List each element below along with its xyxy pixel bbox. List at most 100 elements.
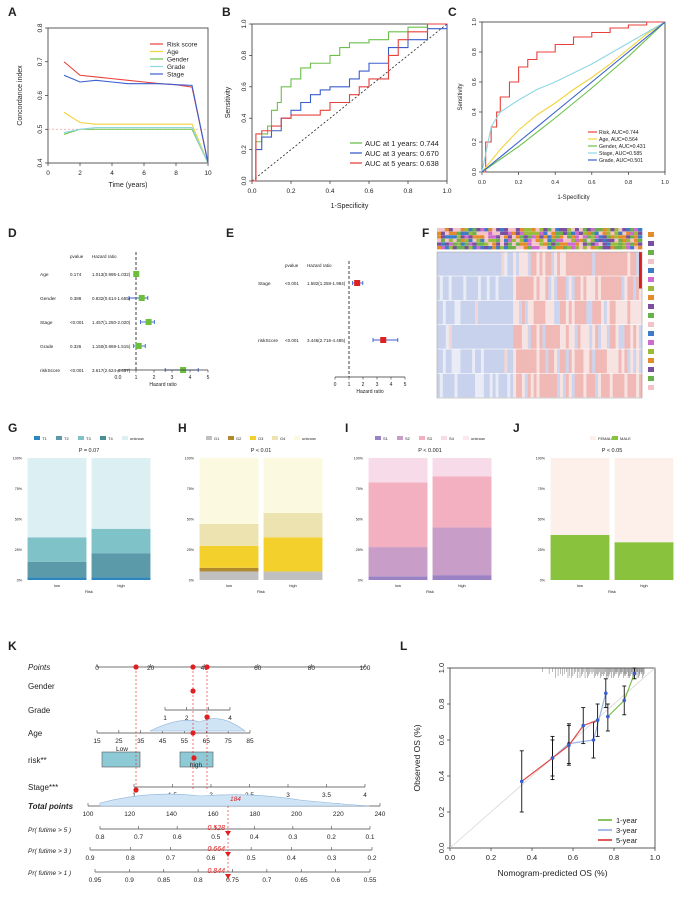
heatmap-cell: [571, 252, 575, 276]
heatmap-annotation-cell: [571, 246, 576, 250]
heatmap-annotation-cell: [464, 231, 469, 235]
heatmap-cell: [557, 276, 561, 301]
heatmap-cell: [586, 349, 590, 374]
heatmap-cell: [457, 276, 461, 301]
heatmap-cell: [437, 300, 441, 325]
nomogram-total-marker: 184: [230, 796, 241, 803]
heatmap-annotation-cell: [511, 235, 517, 239]
heatmap-cell: [501, 276, 505, 301]
legend-label: 5-year: [616, 836, 638, 845]
heatmap-cell: [589, 373, 593, 398]
heatmap-annotation-cell: [559, 231, 564, 235]
heatmap-cell: [580, 373, 584, 398]
heatmap-cell: [609, 349, 614, 374]
forest-tick-label: 0: [334, 382, 337, 388]
y-tick-label: 75%: [187, 487, 195, 491]
legend-swatch: [56, 436, 62, 440]
heatmap-cell: [612, 300, 616, 325]
category-label: low: [226, 583, 232, 588]
panel-j-gender-bars: P < 0.05 FEMALE MALE low high Risk 0% 25% 50% 75%…: [536, 436, 674, 594]
nomogram-tick-label: 240: [375, 811, 386, 818]
heatmap-cell: [524, 373, 529, 398]
heatmap-legend-key: [648, 313, 654, 318]
heatmap-cell: [592, 373, 596, 398]
heatmap-cell: [516, 276, 520, 301]
heatmap-annotation-cell: [496, 235, 501, 239]
heatmap-cell: [513, 300, 517, 325]
heatmap-cell: [577, 349, 581, 374]
heatmap-annotation-cell: [496, 242, 501, 246]
heatmap-cell: [454, 325, 458, 349]
heatmap-cell: [624, 276, 628, 301]
legend-swatch: [463, 436, 469, 440]
heatmap-cell: [548, 373, 552, 398]
x-tick-label: 1.0: [661, 180, 669, 186]
panel-k-nomogram: Points 0 20 40 60 80 100 Gender Grade 1 2 3 4 Age 15 25…: [28, 663, 386, 884]
panel-letter-d: D: [8, 226, 17, 240]
heatmap-cell: [542, 252, 546, 276]
heatmap-annotation-cell: [504, 235, 509, 239]
heatmap-annotation-cell: [456, 242, 461, 246]
heatmap-cell: [480, 349, 485, 374]
panel-letter-c: C: [448, 5, 457, 19]
heatmap-annotation-cell: [507, 238, 513, 243]
heatmap-annotation-cell: [519, 242, 525, 246]
x-tick-label: 0.2: [286, 188, 295, 195]
heatmap-cell: [442, 252, 447, 276]
heatmap-annotation-cell: [551, 231, 556, 235]
heatmap-cell: [551, 252, 555, 276]
heatmap-cell: [615, 300, 619, 325]
heatmap-annotation-cell: [448, 242, 454, 246]
heatmap-cell: [554, 373, 558, 398]
legend-swatch: [250, 436, 256, 440]
forest-pvalue: <0.001: [70, 320, 84, 325]
heatmap-cell: [557, 373, 561, 398]
heatmap-annotation-cell: [504, 228, 509, 232]
heatmap-cell: [457, 349, 461, 374]
nomogram-tick-label: 0.1: [365, 834, 374, 841]
nomogram-tick-label: 0.55: [364, 877, 377, 884]
y-tick-label: 0.6: [472, 78, 478, 86]
heatmap-cell: [621, 252, 625, 276]
heatmap-cell: [516, 349, 520, 374]
x-axis-label: Risk: [257, 589, 265, 594]
heatmap-annotation-cell: [602, 228, 607, 232]
legend-label: AUC at 1 years: 0.744: [365, 139, 439, 148]
heatmap-cell: [586, 252, 590, 276]
nomogram-tick-label: 80: [308, 665, 316, 672]
heatmap-cell: [618, 276, 622, 301]
heatmap-annotation-cell: [578, 231, 584, 235]
heatmap-cell: [589, 300, 593, 325]
heatmap-cell: [457, 252, 461, 276]
heatmap-annotation-cell: [456, 235, 461, 239]
heatmap-cell: [489, 300, 493, 325]
heatmap-cell: [533, 349, 537, 374]
heatmap-annotation-cell: [448, 235, 454, 239]
heatmap-cell: [521, 252, 526, 276]
forest-hr-text: 1.150(0.869-1.515): [92, 344, 131, 349]
nomogram-tick-label: 85: [246, 738, 254, 745]
roc-curve: [252, 23, 447, 182]
heatmap-cell: [527, 325, 532, 349]
heatmap-cell: [568, 300, 573, 325]
heatmap-cell: [507, 349, 511, 374]
nomogram-tick-label: 0.75: [226, 877, 239, 884]
forest-hr-text: 1.457(1.250-2.020): [92, 320, 131, 325]
calibration-line: [607, 673, 636, 718]
heatmap-annotation-cell: [440, 238, 446, 243]
heatmap-cell: [565, 276, 570, 301]
heatmap-annotation-cell: [567, 238, 572, 243]
heatmap-cell: [483, 252, 488, 276]
heatmap-annotation-cell: [531, 228, 536, 232]
nomogram-tick-label: 120: [124, 811, 135, 818]
heatmap-annotation-cell: [492, 242, 497, 246]
heatmap-annotation-cell: [460, 238, 465, 243]
heatmap-legend-key: [648, 358, 654, 363]
forest-tick-label: 0.0: [115, 375, 122, 381]
heatmap-cell: [545, 276, 549, 301]
heatmap-cell: [480, 276, 485, 301]
heatmap-cell: [483, 276, 488, 301]
heatmap-annotation-cell: [468, 246, 473, 250]
heatmap-cell: [551, 325, 555, 349]
legend-label: Stage: [167, 72, 184, 79]
